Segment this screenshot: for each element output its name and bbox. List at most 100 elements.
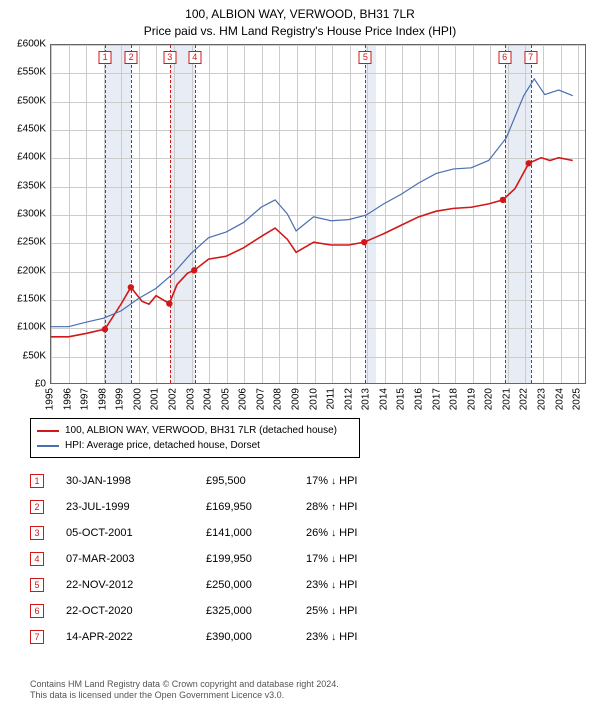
x-tick-label: 2016 bbox=[414, 388, 425, 410]
event-row-num: 7 bbox=[30, 630, 44, 644]
x-tick-label: 2013 bbox=[361, 388, 372, 410]
x-tick-label: 2012 bbox=[343, 388, 354, 410]
legend-row-hpi: HPI: Average price, detached house, Dors… bbox=[37, 438, 353, 453]
event-marker: 6 bbox=[498, 51, 511, 64]
sale-dot bbox=[128, 284, 134, 290]
sale-dot bbox=[102, 326, 108, 332]
event-row-num: 4 bbox=[30, 552, 44, 566]
event-row-diff: 23% ↓ HPI bbox=[306, 579, 416, 591]
x-axis: 1995199619971998199920002001200220032004… bbox=[50, 386, 586, 416]
x-tick-label: 2004 bbox=[203, 388, 214, 410]
footer: Contains HM Land Registry data © Crown c… bbox=[30, 679, 339, 702]
event-row: 223-JUL-1999£169,95028% ↑ HPI bbox=[30, 494, 416, 520]
footer-line-1: Contains HM Land Registry data © Crown c… bbox=[30, 679, 339, 691]
x-tick-label: 2000 bbox=[132, 388, 143, 410]
legend-row-property: 100, ALBION WAY, VERWOOD, BH31 7LR (deta… bbox=[37, 423, 353, 438]
x-tick-label: 2010 bbox=[308, 388, 319, 410]
x-tick-label: 2003 bbox=[185, 388, 196, 410]
event-row-num: 6 bbox=[30, 604, 44, 618]
x-tick-label: 2001 bbox=[150, 388, 161, 410]
event-marker: 1 bbox=[99, 51, 112, 64]
x-tick-label: 1996 bbox=[62, 388, 73, 410]
event-row: 1 30-JAN-1998£95,50017% ↓ HPI bbox=[30, 468, 416, 494]
sale-dot bbox=[500, 197, 506, 203]
event-row-date: 07-MAR-2003 bbox=[66, 553, 206, 565]
event-row-diff: 23% ↓ HPI bbox=[306, 631, 416, 643]
y-tick-label: £400K bbox=[17, 152, 46, 163]
x-tick-label: 2008 bbox=[273, 388, 284, 410]
event-row-date: 05-OCT-2001 bbox=[66, 527, 206, 539]
x-tick-label: 2005 bbox=[220, 388, 231, 410]
footer-line-2: This data is licensed under the Open Gov… bbox=[30, 690, 339, 702]
event-marker: 4 bbox=[188, 51, 201, 64]
event-marker: 2 bbox=[125, 51, 138, 64]
event-row: 622-OCT-2020£325,00025% ↓ HPI bbox=[30, 598, 416, 624]
x-tick-label: 1997 bbox=[80, 388, 91, 410]
event-row-diff: 26% ↓ HPI bbox=[306, 527, 416, 539]
event-row-diff: 28% ↑ HPI bbox=[306, 501, 416, 513]
event-row-price: £250,000 bbox=[206, 579, 306, 591]
x-tick-label: 1999 bbox=[115, 388, 126, 410]
chart-svg bbox=[51, 45, 585, 383]
x-tick-label: 2020 bbox=[484, 388, 495, 410]
y-axis: £0£50K£100K£150K£200K£250K£300K£350K£400… bbox=[8, 44, 50, 384]
event-row-price: £199,950 bbox=[206, 553, 306, 565]
chart: £0£50K£100K£150K£200K£250K£300K£350K£400… bbox=[8, 44, 592, 414]
legend-swatch-hpi bbox=[37, 445, 59, 447]
legend-label-hpi: HPI: Average price, detached house, Dors… bbox=[65, 438, 260, 453]
sale-dot bbox=[166, 300, 172, 306]
event-row-price: £390,000 bbox=[206, 631, 306, 643]
event-row-diff: 17% ↓ HPI bbox=[306, 553, 416, 565]
event-row: 4 07-MAR-2003£199,95017% ↓ HPI bbox=[30, 546, 416, 572]
event-row: 305-OCT-2001£141,00026% ↓ HPI bbox=[30, 520, 416, 546]
x-tick-label: 2019 bbox=[466, 388, 477, 410]
legend-label-property: 100, ALBION WAY, VERWOOD, BH31 7LR (deta… bbox=[65, 423, 337, 438]
event-row-diff: 25% ↓ HPI bbox=[306, 605, 416, 617]
event-marker: 5 bbox=[359, 51, 372, 64]
event-row: 7 14-APR-2022£390,00023% ↓ HPI bbox=[30, 624, 416, 650]
y-tick-label: £50K bbox=[23, 350, 46, 361]
event-row-diff: 17% ↓ HPI bbox=[306, 475, 416, 487]
series-property bbox=[51, 158, 573, 337]
legend-swatch-property bbox=[37, 430, 59, 432]
plot-area: 1234567 bbox=[50, 44, 586, 384]
x-tick-label: 2014 bbox=[378, 388, 389, 410]
y-tick-label: £200K bbox=[17, 265, 46, 276]
x-tick-label: 2023 bbox=[537, 388, 548, 410]
event-row-date: 23-JUL-1999 bbox=[66, 501, 206, 513]
event-row-date: 22-OCT-2020 bbox=[66, 605, 206, 617]
x-tick-label: 2022 bbox=[519, 388, 530, 410]
y-tick-label: £300K bbox=[17, 209, 46, 220]
y-tick-label: £250K bbox=[17, 237, 46, 248]
x-tick-label: 1998 bbox=[97, 388, 108, 410]
event-row-price: £141,000 bbox=[206, 527, 306, 539]
event-row-date: 30-JAN-1998 bbox=[66, 475, 206, 487]
sale-dot bbox=[361, 239, 367, 245]
event-row-price: £95,500 bbox=[206, 475, 306, 487]
x-tick-label: 2017 bbox=[431, 388, 442, 410]
x-tick-label: 2015 bbox=[396, 388, 407, 410]
event-row-num: 1 bbox=[30, 474, 44, 488]
legend: 100, ALBION WAY, VERWOOD, BH31 7LR (deta… bbox=[30, 418, 360, 458]
x-tick-label: 2021 bbox=[501, 388, 512, 410]
y-tick-label: £500K bbox=[17, 95, 46, 106]
event-row: 522-NOV-2012£250,00023% ↓ HPI bbox=[30, 572, 416, 598]
x-tick-label: 1995 bbox=[45, 388, 56, 410]
x-tick-label: 2011 bbox=[326, 388, 337, 410]
title-line-2: Price paid vs. HM Land Registry's House … bbox=[0, 23, 600, 40]
y-tick-label: £150K bbox=[17, 294, 46, 305]
y-tick-label: £450K bbox=[17, 124, 46, 135]
event-marker: 7 bbox=[524, 51, 537, 64]
x-tick-label: 2002 bbox=[168, 388, 179, 410]
x-tick-label: 2018 bbox=[449, 388, 460, 410]
sale-dot bbox=[191, 267, 197, 273]
y-tick-label: £600K bbox=[17, 39, 46, 50]
event-row-date: 14-APR-2022 bbox=[66, 631, 206, 643]
chart-title-block: 100, ALBION WAY, VERWOOD, BH31 7LR Price… bbox=[0, 0, 600, 40]
title-line-1: 100, ALBION WAY, VERWOOD, BH31 7LR bbox=[0, 6, 600, 23]
y-tick-label: £550K bbox=[17, 67, 46, 78]
events-table: 130-JAN-1998£95,50017% ↓ HPI223-JUL-1999… bbox=[30, 468, 416, 650]
x-tick-label: 2007 bbox=[255, 388, 266, 410]
y-tick-label: £350K bbox=[17, 180, 46, 191]
event-row-num: 2 bbox=[30, 500, 44, 514]
